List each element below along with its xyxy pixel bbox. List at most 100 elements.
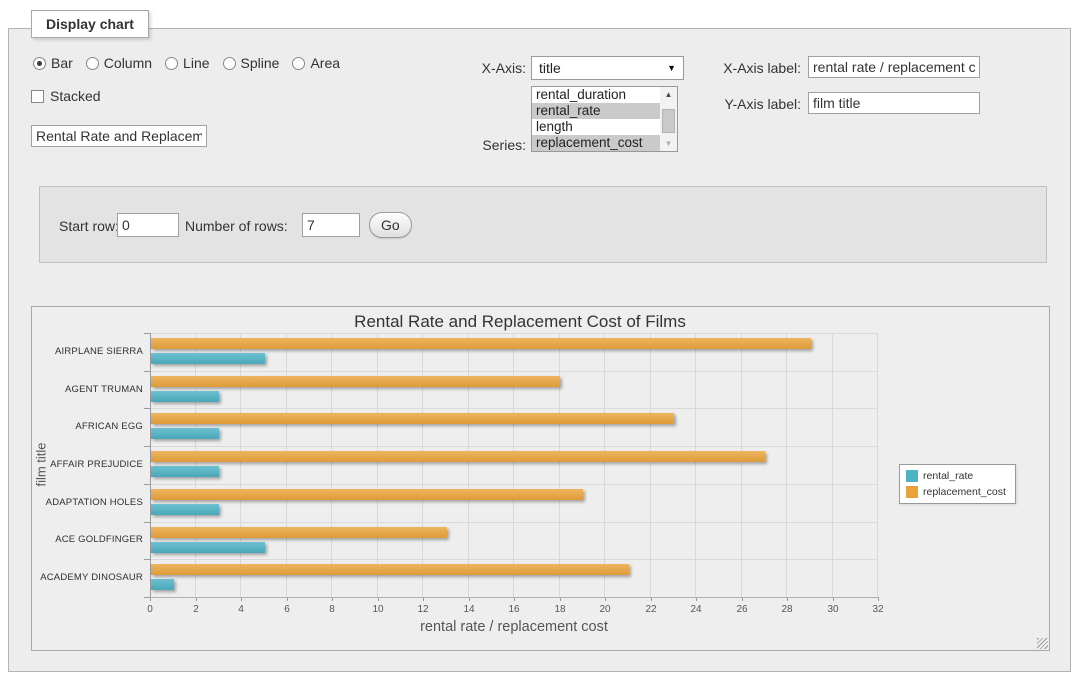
x-axis-title: rental rate / replacement cost	[264, 619, 764, 635]
gridline-vertical	[559, 333, 560, 597]
category-label: AFFAIR PREJUDICE	[32, 459, 143, 470]
row-controls-panel: Start row: Number of rows: Go	[39, 186, 1047, 263]
chart-type-column[interactable]: Column	[86, 55, 152, 71]
legend-label: replacement_cost	[923, 486, 1006, 498]
bar-replacement_cost	[151, 338, 811, 349]
legend-item-replacement_cost[interactable]: replacement_cost	[906, 486, 1006, 498]
legend-item-rental_rate[interactable]: rental_rate	[906, 470, 1006, 482]
display-chart-fieldset: Display chart Bar Column Line Spline Are…	[8, 28, 1071, 672]
x-tick-label: 2	[181, 604, 211, 615]
chart-type-area[interactable]: Area	[292, 55, 340, 71]
bar-rental_rate	[151, 542, 265, 553]
category-label: ACE GOLDFINGER	[32, 534, 143, 545]
scrollbar-thumb[interactable]	[662, 109, 675, 133]
radio-label: Area	[310, 55, 340, 71]
x-tick-label: 10	[363, 604, 393, 615]
gridline-vertical	[695, 333, 696, 597]
start-row-label: Start row:	[59, 218, 119, 234]
bar-rental_rate	[151, 579, 174, 590]
series-option-length[interactable]: length	[532, 119, 660, 135]
num-rows-input[interactable]	[302, 213, 360, 237]
y-axis-label-label: Y-Axis label:	[656, 96, 801, 112]
y-axis-title: film title	[34, 400, 49, 530]
bar-rental_rate	[151, 466, 219, 477]
gridline-vertical	[650, 333, 651, 597]
chart-container: Rental Rate and Replacement Cost of Film…	[31, 306, 1050, 651]
scroll-down-icon[interactable]: ▼	[660, 136, 677, 151]
checkbox-icon	[31, 90, 44, 103]
gridline-vertical	[240, 333, 241, 597]
chart-type-bar[interactable]: Bar	[33, 55, 73, 71]
bar-replacement_cost	[151, 527, 447, 538]
gridline-vertical	[468, 333, 469, 597]
y-tick-mark	[144, 597, 150, 598]
stacked-checkbox[interactable]: Stacked	[31, 88, 101, 104]
x-tick-label: 16	[499, 604, 529, 615]
gridline-horizontal	[150, 446, 878, 447]
radio-icon	[292, 57, 305, 70]
x-tick-label: 30	[818, 604, 848, 615]
gridline-vertical	[286, 333, 287, 597]
gridline-horizontal	[150, 371, 878, 372]
category-label: AGENT TRUMAN	[32, 384, 143, 395]
bar-rental_rate	[151, 428, 219, 439]
page: Display chart Bar Column Line Spline Are…	[0, 0, 1081, 681]
radio-label: Bar	[51, 55, 73, 71]
category-label: ACADEMY DINOSAUR	[32, 572, 143, 583]
category-label: ADAPTATION HOLES	[32, 497, 143, 508]
plot-area: 02468101214161820222426283032AIRPLANE SI…	[150, 333, 878, 597]
chart-title-input[interactable]	[31, 125, 207, 147]
gridline-vertical	[786, 333, 787, 597]
go-button[interactable]: Go	[369, 212, 412, 238]
category-label: AIRPLANE SIERRA	[32, 346, 143, 357]
legend-swatch	[906, 486, 918, 498]
x-tick-label: 14	[454, 604, 484, 615]
gridline-vertical	[877, 333, 878, 597]
bar-replacement_cost	[151, 489, 583, 500]
bar-replacement_cost	[151, 413, 674, 424]
x-tick-label: 12	[408, 604, 438, 615]
gridline-horizontal	[150, 522, 878, 523]
gridline-horizontal	[150, 597, 878, 598]
x-tick-label: 6	[272, 604, 302, 615]
gridline-horizontal	[150, 333, 878, 334]
x-axis-label-label: X-Axis label:	[656, 60, 801, 76]
gridline-vertical	[604, 333, 605, 597]
gridline-horizontal	[150, 408, 878, 409]
gridline-vertical	[377, 333, 378, 597]
x-tick-label: 28	[772, 604, 802, 615]
chart-title: Rental Rate and Replacement Cost of Film…	[32, 312, 1008, 332]
gridline-horizontal	[150, 559, 878, 560]
gridline-vertical	[513, 333, 514, 597]
radio-icon	[165, 57, 178, 70]
x-tick-label: 32	[863, 604, 893, 615]
x-axis-label-input[interactable]	[808, 56, 980, 78]
x-tick-label: 22	[636, 604, 666, 615]
bar-rental_rate	[151, 504, 219, 515]
radio-icon	[223, 57, 236, 70]
x-axis-selected-value: title	[539, 60, 561, 76]
legend-label: rental_rate	[923, 470, 973, 482]
x-tick-label: 8	[317, 604, 347, 615]
x-tick-label: 18	[545, 604, 575, 615]
start-row-input[interactable]	[117, 213, 179, 237]
y-axis-label-input[interactable]	[808, 92, 980, 114]
chart-type-spline[interactable]: Spline	[223, 55, 280, 71]
chart-legend: rental_rate replacement_cost	[899, 464, 1016, 504]
radio-label: Line	[183, 55, 209, 71]
chart-type-line[interactable]: Line	[165, 55, 209, 71]
gridline-horizontal	[150, 484, 878, 485]
x-tick-label: 0	[135, 604, 165, 615]
category-label: AFRICAN EGG	[32, 421, 143, 432]
series-option-rental-rate[interactable]: rental_rate	[532, 103, 660, 119]
chart-type-radio-group: Bar Column Line Spline Area	[33, 55, 340, 71]
series-option-replacement-cost[interactable]: replacement_cost	[532, 135, 660, 151]
x-tick-mark	[878, 597, 879, 601]
bar-rental_rate	[151, 353, 265, 364]
stacked-label: Stacked	[50, 88, 101, 104]
resize-handle-icon[interactable]	[1037, 638, 1048, 649]
x-tick-label: 26	[727, 604, 757, 615]
gridline-vertical	[832, 333, 833, 597]
series-option-rental-duration[interactable]: rental_duration	[532, 87, 660, 103]
bar-replacement_cost	[151, 564, 629, 575]
